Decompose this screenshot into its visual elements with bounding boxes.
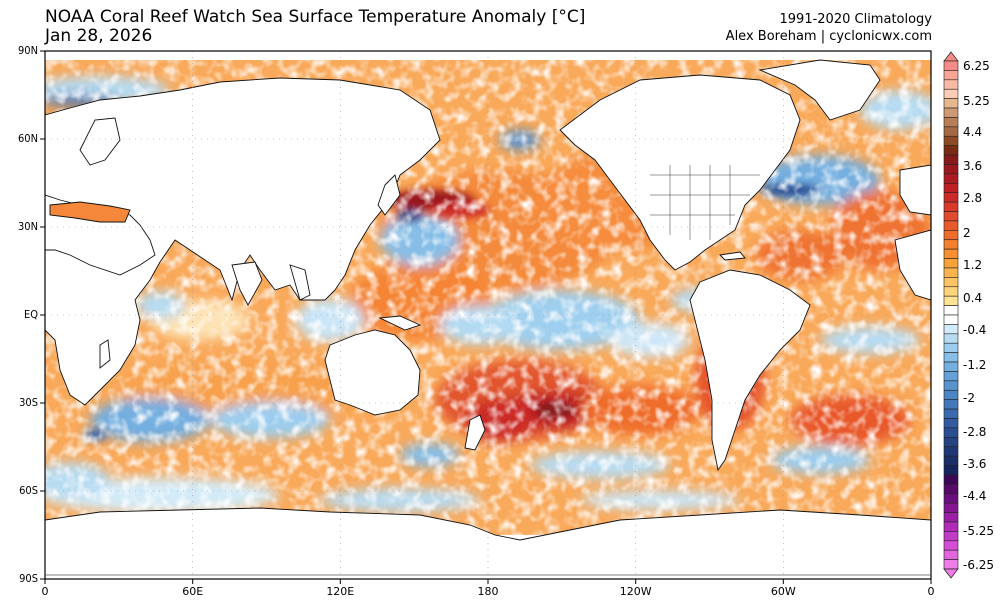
- lat-label-30n: 30N: [18, 220, 38, 233]
- colorbar-swatch: [943, 399, 959, 410]
- colorbar-swatch: [943, 389, 959, 400]
- lon-label-0-east: 0: [927, 585, 935, 598]
- lat-ticks: [40, 50, 45, 580]
- colorbar-swatch: [943, 248, 959, 259]
- colorbar-swatch: [943, 286, 959, 297]
- colorbar-swatch: [943, 277, 959, 288]
- colorbar-swatch: [943, 559, 959, 570]
- colorbar-swatch: [943, 182, 959, 194]
- colorbar-label: -2.8: [963, 425, 987, 439]
- colorbar-label: 0.4: [963, 291, 983, 305]
- colorbar-swatch: [943, 549, 959, 560]
- colorbar-swatch: [943, 239, 959, 250]
- colorbar-swatch: [943, 107, 959, 118]
- colorbar-swatch: [943, 540, 959, 551]
- ocean-anomaly-field: [45, 59, 931, 579]
- colorbar-swatch: [943, 295, 959, 306]
- colorbar-swatch: [943, 220, 959, 231]
- colorbar-swatch: [943, 79, 959, 90]
- colorbar-swatch: [943, 314, 959, 325]
- lon-label-0: 0: [41, 585, 49, 598]
- colorbar-label: -4.4: [963, 489, 987, 503]
- colorbar-swatch: [943, 342, 959, 353]
- colorbar-swatch: [943, 201, 959, 212]
- colorbar-label: -2: [963, 391, 975, 405]
- colorbar-swatch: [943, 531, 959, 542]
- us-state-borders: [650, 165, 760, 240]
- colorbar-swatch: [943, 436, 959, 448]
- map-date: Jan 28, 2026: [45, 26, 153, 46]
- lat-label-90s: 90S: [19, 572, 38, 585]
- colorbar-swatch: [943, 117, 959, 128]
- colorbar-swatch: [943, 427, 959, 438]
- colorbar-swatch: [943, 418, 959, 429]
- colorbar-swatch: [943, 126, 959, 137]
- colorbar-swatch: [943, 98, 959, 109]
- climatology-label: 1991-2020 Climatology: [779, 12, 932, 27]
- colorbar-swatch: [943, 361, 959, 372]
- colorbar-max-arrow: [943, 51, 959, 62]
- colorbar-swatch: [943, 493, 959, 504]
- colorbar-swatch: [943, 154, 959, 165]
- colorbar-swatch: [943, 446, 959, 457]
- colorbar-label: 1.2: [963, 258, 983, 272]
- map-title: NOAA Coral Reef Watch Sea Surface Temper…: [45, 7, 586, 27]
- colorbar-min-arrow: [943, 568, 959, 579]
- colorbar-swatch: [943, 192, 959, 203]
- lat-label-30s: 30S: [19, 396, 38, 409]
- colorbar-label: -1.2: [963, 358, 987, 372]
- author-credit: Alex Boreham | cyclonicwx.com: [725, 29, 932, 44]
- colorbar-swatch: [943, 352, 959, 363]
- lon-label-120w: 120W: [619, 585, 652, 598]
- colorbar-swatch: [943, 164, 959, 175]
- colorbar-swatch: [943, 70, 959, 81]
- colorbar-swatch: [943, 60, 959, 71]
- colorbar-label: 5.25: [963, 94, 990, 108]
- colorbar-label: 6.25: [963, 59, 990, 73]
- colorbar-swatch: [943, 211, 959, 222]
- colorbar-label: 2.8: [963, 191, 983, 205]
- colorbar-swatch: [943, 521, 959, 532]
- colorbar-label: -5.25: [963, 524, 995, 538]
- colorbar-swatch: [943, 502, 959, 513]
- graticule: [45, 51, 931, 579]
- colorbar-swatch: [943, 474, 959, 485]
- colorbar-swatch: [943, 88, 959, 99]
- lon-label-180: 180: [477, 585, 499, 598]
- colorbar-swatch: [943, 305, 959, 316]
- colorbar-swatch: [943, 230, 959, 241]
- colorbar-label: 4.4: [963, 125, 983, 139]
- lon-ticks: [44, 579, 932, 584]
- colorbar-swatch: [943, 512, 959, 523]
- colorbar-swatch: [943, 371, 959, 382]
- colorbar-swatch: [943, 258, 959, 269]
- colorbar-swatch: [943, 333, 959, 344]
- colorbar-swatch: [943, 380, 959, 391]
- lon-label-60w: 60W: [770, 585, 796, 598]
- lat-label-60s: 60S: [19, 484, 38, 497]
- lat-label-90n: 90N: [18, 44, 38, 57]
- lat-label-60n: 60N: [18, 132, 38, 145]
- colorbar-label: -3.6: [963, 457, 987, 471]
- colorbar-swatch: [943, 173, 959, 184]
- colorbar: [943, 51, 959, 579]
- colorbar-swatch: [943, 267, 959, 278]
- colorbar-label: -6.25: [963, 558, 995, 572]
- colorbar-swatch: [943, 145, 959, 156]
- colorbar-label: 2: [963, 226, 971, 240]
- lon-label-60e: 60E: [182, 585, 204, 598]
- colorbar-swatch: [943, 484, 959, 495]
- land-outlines: [45, 59, 931, 579]
- colorbar-swatch: [943, 324, 959, 335]
- colorbar-swatch: [943, 455, 959, 466]
- colorbar-swatch: [943, 465, 959, 476]
- lon-label-120e: 120E: [326, 585, 355, 598]
- colorbar-label: 3.6: [963, 159, 983, 173]
- colorbar-label: -0.4: [963, 323, 987, 337]
- colorbar-swatch: [943, 135, 959, 146]
- colorbar-swatch: [943, 408, 959, 419]
- lat-label-eq: EQ: [23, 308, 38, 321]
